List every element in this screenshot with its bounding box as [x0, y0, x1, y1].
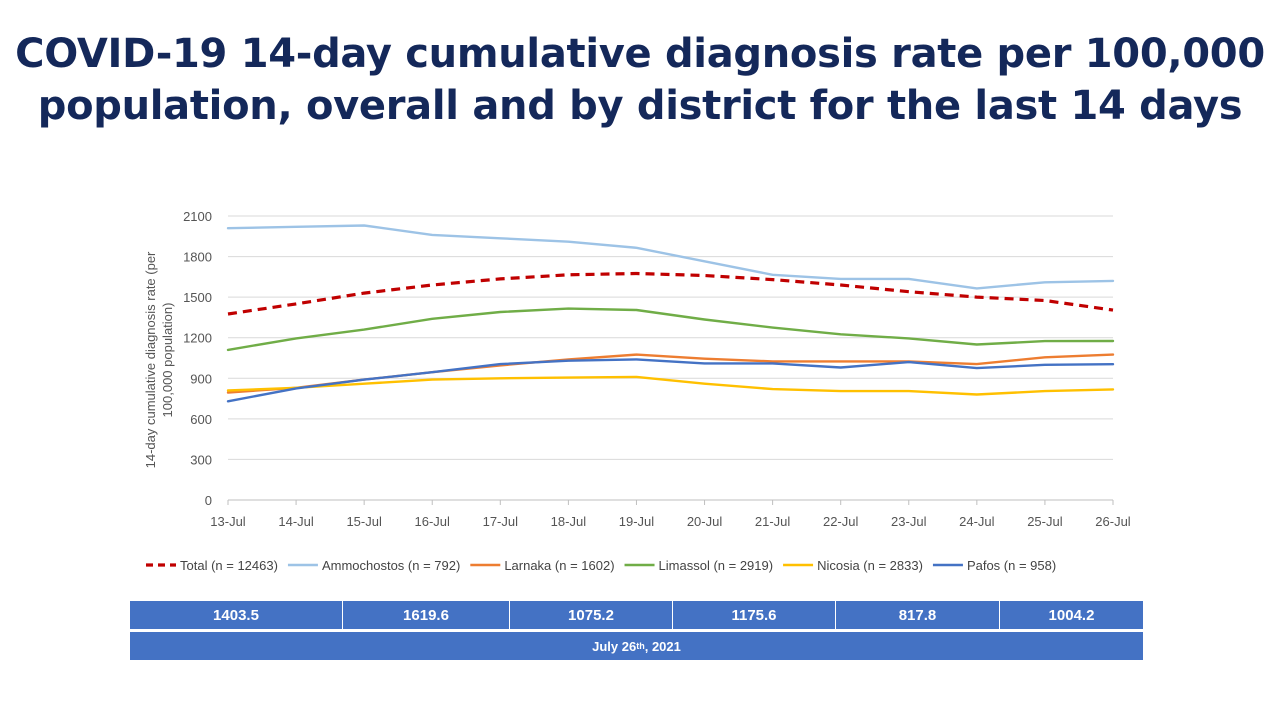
x-tick-label: 16-Jul: [415, 514, 451, 529]
series-line-0: [227, 271, 1114, 316]
line-chart: 0 300 600 900 1200 1500 1800 2100 13-Jul 14-Jul 15…: [143, 209, 1131, 573]
y-tick-label: 1200: [183, 331, 212, 346]
y-tick-label: 1800: [183, 250, 212, 265]
y-axis-title-line: 14-day cumulative diagnosis rate (per: [143, 251, 158, 468]
x-tick-label: 26-Jul: [1095, 514, 1131, 529]
title-line-2: population, overall and by district for …: [37, 83, 1243, 129]
summary-total-value: 1403.5: [130, 601, 343, 629]
x-tick-label: 18-Jul: [551, 514, 587, 529]
title-line-1: COVID-19 14-day cumulative diagnosis rat…: [15, 31, 1265, 77]
legend-label: Limassol (n = 2919): [659, 558, 774, 573]
legend-label: Total (n = 12463): [180, 558, 278, 573]
x-tick-label: 13-Jul: [210, 514, 246, 529]
page-title: COVID-19 14-day cumulative diagnosis rat…: [0, 28, 1280, 132]
x-tick-label: 25-Jul: [1027, 514, 1063, 529]
x-tick-label: 22-Jul: [823, 514, 859, 529]
x-tick-label: 15-Jul: [346, 514, 382, 529]
y-tick-label: 900: [190, 371, 212, 386]
series-line-4: [226, 375, 1115, 396]
summary-date-main: July 26: [592, 638, 637, 654]
y-axis-title-line: 100,000 population): [160, 303, 175, 418]
legend-label: Ammochostos (n = 792): [322, 558, 460, 573]
x-tick-label: 17-Jul: [483, 514, 519, 529]
summary-pafos-value: 1004.2: [1048, 606, 1095, 624]
x-tick-label: 14-Jul: [278, 514, 314, 529]
legend-label: Larnaka (n = 1602): [504, 558, 614, 573]
summary-table-row: 1403.5 1619.6 1075.2 1175.6 817.8 1004.2: [130, 601, 1143, 629]
x-tick-label: 21-Jul: [755, 514, 791, 529]
summary-ammochostos-value: 1619.6: [343, 601, 510, 629]
y-tick-label: 300: [190, 452, 212, 467]
y-tick-label: 0: [205, 493, 212, 508]
summary-date-year: , 2021: [644, 638, 681, 654]
series-line-3: [226, 307, 1115, 352]
series-line-5: [226, 358, 1115, 403]
legend-label: Nicosia (n = 2833): [817, 558, 923, 573]
y-axis-title: 14-day cumulative diagnosis rate (per 100…: [143, 251, 175, 468]
summary-larnaka-value: 1075.2: [510, 601, 673, 629]
summary-date-suffix: th: [636, 641, 645, 651]
summary-nicosia-value: 817.8: [836, 601, 1000, 629]
series-line-1: [226, 224, 1115, 290]
summary-limassol-value: 1175.6: [673, 601, 836, 629]
legend-label: Pafos (n = 958): [967, 558, 1056, 573]
y-tick-label: 2100: [183, 209, 212, 224]
x-tick-label: 19-Jul: [619, 514, 655, 529]
y-tick-label: 1500: [183, 290, 212, 305]
x-tick-label: 20-Jul: [687, 514, 723, 529]
x-tick-label: 23-Jul: [891, 514, 927, 529]
y-tick-label: 600: [190, 412, 212, 427]
x-tick-label: 24-Jul: [959, 514, 995, 529]
